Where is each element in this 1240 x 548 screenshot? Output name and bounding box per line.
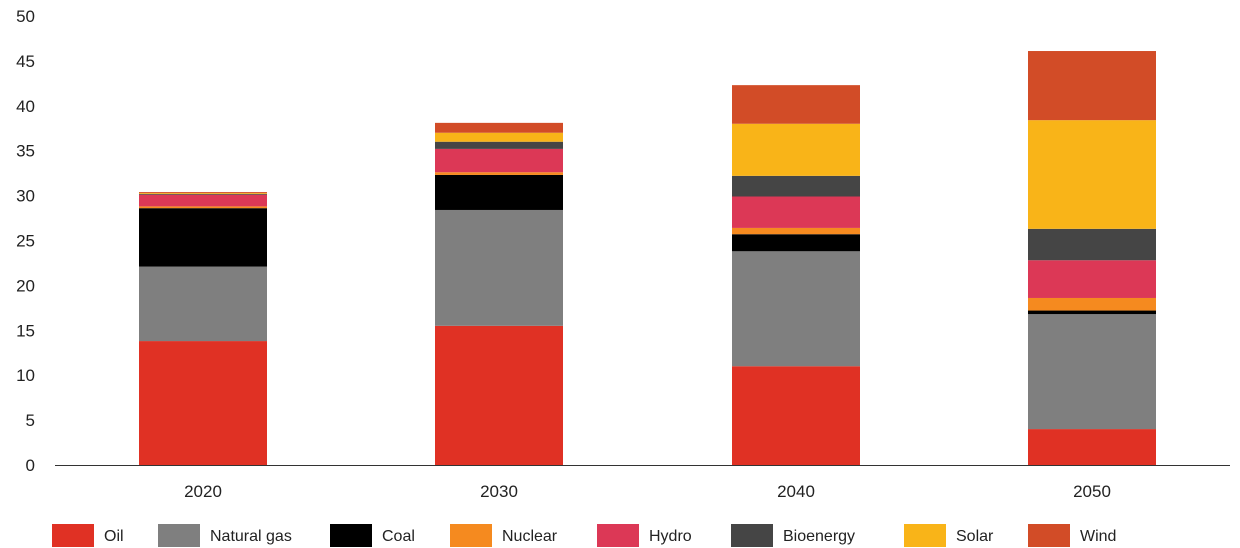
bar-segment-solar-2040 [732, 123, 860, 176]
bar-segment-bioenergy-2050 [1028, 228, 1156, 261]
legend-label: Coal [382, 528, 415, 545]
x-axis: 2020 2030 2040 2050 [184, 482, 1111, 501]
y-tick-label: 30 [16, 187, 35, 206]
bar-segment-coal-2050 [1028, 310, 1156, 315]
y-tick-label: 5 [26, 411, 35, 430]
legend-swatch [330, 524, 372, 547]
bar-segment-wind-2040 [732, 85, 860, 124]
legend-label: Hydro [649, 528, 692, 545]
x-tick-label: 2040 [777, 482, 815, 501]
bar-segment-nuclear-2030 [435, 172, 563, 175]
legend-item-bioenergy: Bioenergy [731, 524, 855, 547]
y-axis: 0 5 10 15 20 25 30 35 40 45 50 [16, 7, 35, 475]
legend-item-nuclear: Nuclear [450, 524, 558, 547]
bar-segment-solar-2020 [139, 192, 267, 194]
y-tick-label: 25 [16, 232, 35, 251]
bar-segment-bioenergy-2040 [732, 175, 860, 197]
y-tick-label: 45 [16, 52, 35, 71]
bar-segment-natural-gas-2020 [139, 266, 267, 342]
y-tick-label: 20 [16, 276, 35, 295]
x-tick-label: 2020 [184, 482, 222, 501]
legend-swatch [597, 524, 639, 547]
x-tick-label: 2050 [1073, 482, 1111, 501]
bar-segment-bioenergy-2030 [435, 141, 563, 149]
y-tick-label: 35 [16, 142, 35, 161]
bar-segment-wind-2050 [1028, 51, 1156, 121]
x-tick-label: 2030 [480, 482, 518, 501]
legend-swatch [52, 524, 94, 547]
legend-item-oil: Oil [52, 524, 124, 547]
bar-segment-nuclear-2020 [139, 206, 267, 209]
bar-segment-coal-2030 [435, 174, 563, 210]
bar-segment-coal-2040 [732, 234, 860, 252]
bar-segment-coal-2020 [139, 208, 267, 267]
bar-segment-solar-2050 [1028, 120, 1156, 229]
bar-segment-oil-2020 [139, 341, 267, 465]
legend-swatch [1028, 524, 1070, 547]
bar-segment-bioenergy-2020 [139, 193, 267, 195]
bar-segment-natural-gas-2050 [1028, 314, 1156, 430]
bar-segment-natural-gas-2040 [732, 251, 860, 367]
bar-segment-nuclear-2040 [732, 227, 860, 235]
legend-label: Wind [1080, 528, 1116, 545]
legend-item-wind: Wind [1028, 524, 1116, 547]
bar-segment-hydro-2040 [732, 196, 860, 228]
bar-segment-oil-2040 [732, 366, 860, 465]
legend-label: Natural gas [210, 528, 292, 545]
bar-segment-oil-2050 [1028, 429, 1156, 465]
bar-segment-hydro-2020 [139, 194, 267, 207]
bar-segment-hydro-2030 [435, 148, 563, 173]
y-tick-label: 0 [26, 456, 35, 475]
y-tick-label: 50 [16, 7, 35, 26]
legend-swatch [904, 524, 946, 547]
legend-item-natural-gas: Natural gas [158, 524, 292, 547]
y-tick-label: 40 [16, 97, 35, 116]
bar-segment-wind-2020 [139, 192, 267, 193]
bar-segment-oil-2030 [435, 325, 563, 465]
legend-item-coal: Coal [330, 524, 415, 547]
legend: Oil Natural gas Coal Nuclear Hydro Bioenergy S… [52, 524, 1116, 547]
bar-segment-hydro-2050 [1028, 260, 1156, 298]
legend-label: Bioenergy [783, 528, 855, 545]
bar-segment-solar-2030 [435, 132, 563, 142]
legend-label: Oil [104, 528, 124, 545]
legend-item-hydro: Hydro [597, 524, 692, 547]
legend-swatch [731, 524, 773, 547]
bar-segment-nuclear-2050 [1028, 297, 1156, 311]
legend-swatch [450, 524, 492, 547]
bar-segment-wind-2030 [435, 122, 563, 133]
legend-label: Nuclear [502, 528, 558, 545]
bars [139, 51, 1156, 465]
y-tick-label: 15 [16, 321, 35, 340]
y-tick-label: 10 [16, 366, 35, 385]
legend-swatch [158, 524, 200, 547]
legend-item-solar: Solar [904, 524, 994, 547]
legend-label: Solar [956, 528, 994, 545]
bar-segment-natural-gas-2030 [435, 209, 563, 326]
